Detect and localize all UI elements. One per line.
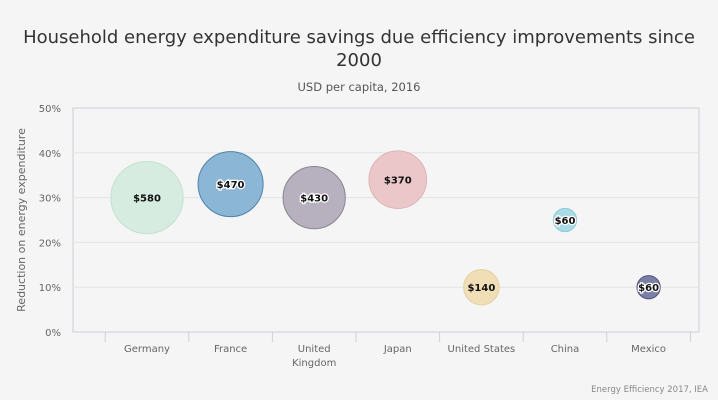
source-credit[interactable]: Energy Efficiency 2017, IEA xyxy=(591,385,708,395)
y-tick-label: 30% xyxy=(39,194,61,205)
chart-subtitle: USD per capita, 2016 xyxy=(297,80,421,94)
data-label: $470 xyxy=(217,180,245,191)
data-label: $370 xyxy=(384,176,412,187)
y-tick-label: 10% xyxy=(39,283,61,294)
data-label: $60 xyxy=(555,216,576,227)
bubble-china xyxy=(552,207,578,233)
x-tick-label: Japan xyxy=(383,344,412,355)
bubble-france xyxy=(197,151,264,218)
x-tick-label: France xyxy=(214,344,247,355)
data-label: $430 xyxy=(300,194,328,205)
x-tick-label: Germany xyxy=(124,344,170,355)
y-tick-label: 50% xyxy=(39,104,61,115)
data-label: $60 xyxy=(638,283,659,294)
bubble-japan xyxy=(368,150,428,210)
chart-title: Household energy expenditure savings due… xyxy=(23,27,695,71)
y-axis-label: Reduction on energy expenditure xyxy=(15,128,28,312)
data-label: $580 xyxy=(133,194,161,205)
x-tick-label: China xyxy=(551,344,580,355)
y-tick-label: 20% xyxy=(39,238,61,249)
x-tick-label: United xyxy=(298,344,331,355)
bubble-united-kingdom xyxy=(282,165,346,230)
x-tick-label: Mexico xyxy=(631,344,666,355)
y-tick-label: 40% xyxy=(39,149,61,160)
plot-area xyxy=(72,107,700,333)
x-tick-label: Kingdom xyxy=(292,358,336,369)
bubble-mexico xyxy=(636,275,661,300)
data-label: $140 xyxy=(467,283,495,294)
bubble-germany xyxy=(110,160,184,235)
y-tick-label: 0% xyxy=(45,328,61,339)
x-tick-label: United States xyxy=(448,344,516,355)
bubble-united-states xyxy=(463,268,500,306)
